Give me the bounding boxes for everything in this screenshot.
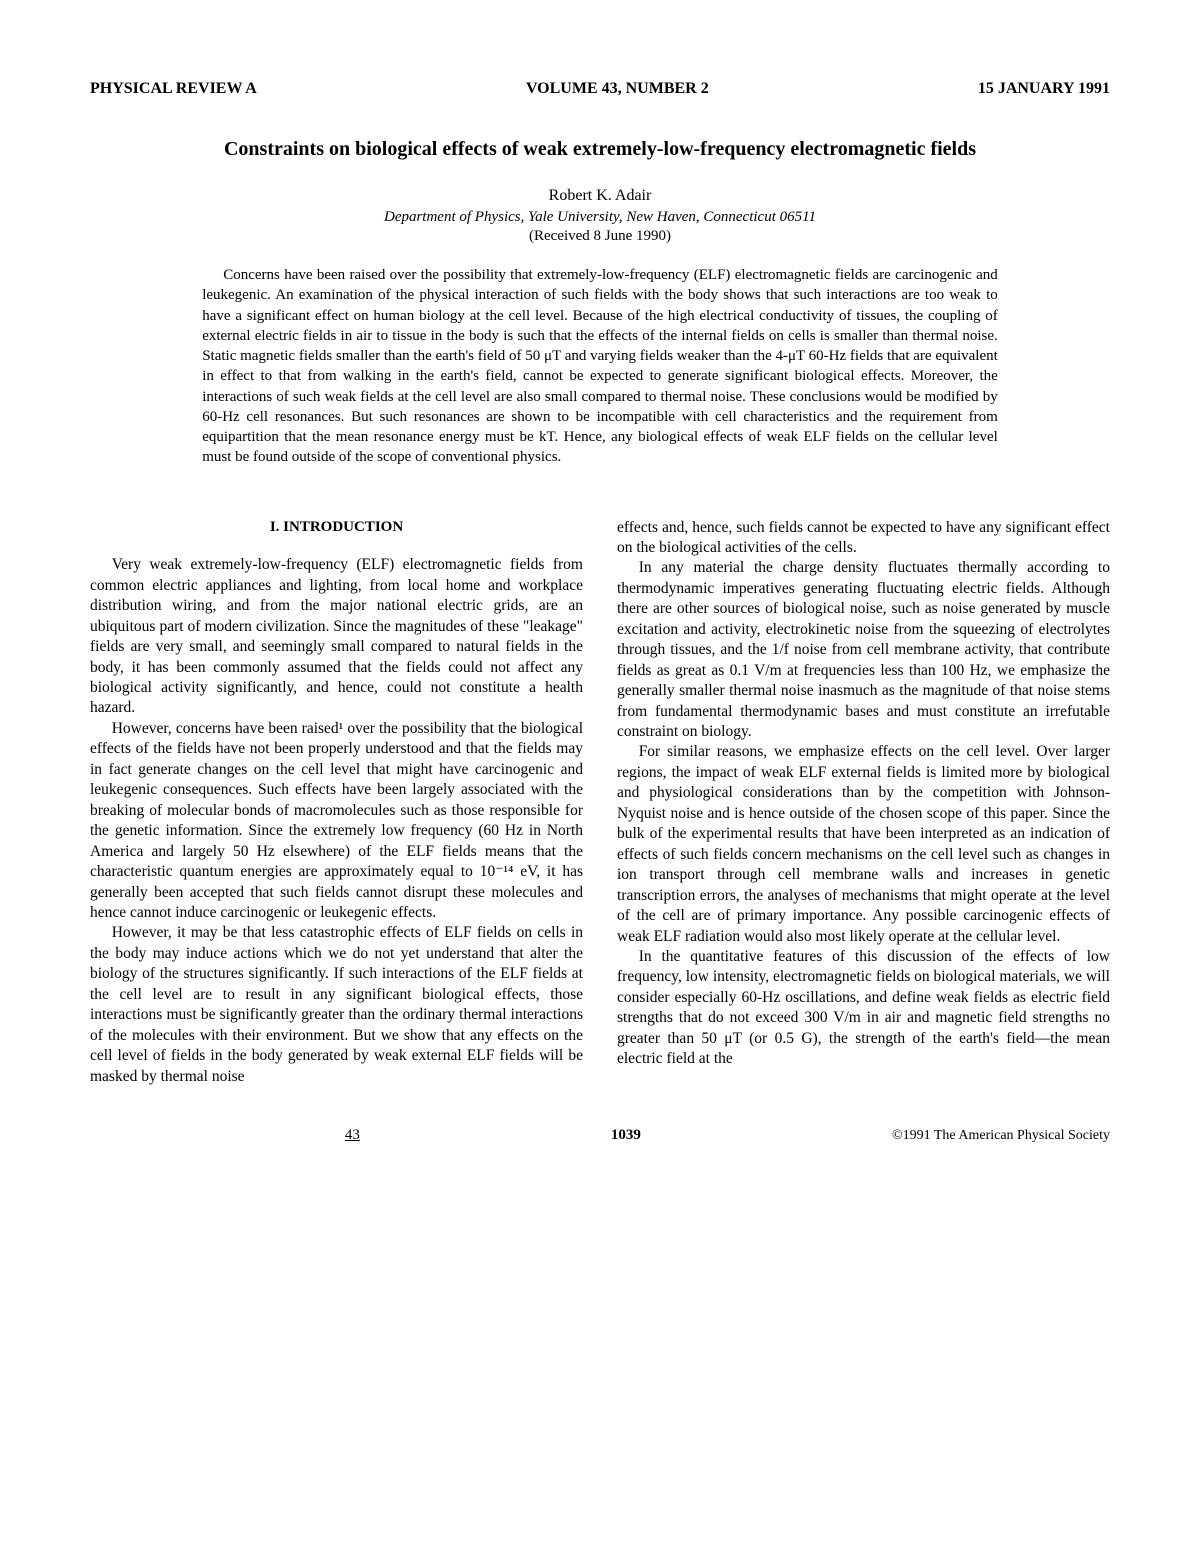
received-date: (Received 8 June 1990)	[90, 228, 1110, 245]
paragraph: effects and, hence, such fields cannot b…	[617, 518, 1110, 559]
page: PHYSICAL REVIEW A VOLUME 43, NUMBER 2 15…	[0, 0, 1200, 1204]
footer-volume	[90, 1127, 94, 1144]
right-column: effects and, hence, such fields cannot b…	[617, 518, 1110, 1088]
left-column: I. INTRODUCTION Very weak extremely-low-…	[90, 518, 583, 1088]
section-heading: I. INTRODUCTION	[90, 518, 583, 538]
footer-page: 1039	[611, 1127, 641, 1144]
footer-page-number: 43	[345, 1127, 360, 1144]
paragraph: In any material the charge density fluct…	[617, 558, 1110, 742]
paragraph: However, concerns have been raised¹ over…	[90, 719, 583, 924]
journal-name: PHYSICAL REVIEW A	[90, 80, 257, 98]
author-name: Robert K. Adair	[90, 187, 1110, 205]
paragraph: However, it may be that less catastrophi…	[90, 923, 583, 1087]
paragraph: For similar reasons, we emphasize effect…	[617, 742, 1110, 947]
author-affiliation: Department of Physics, Yale University, …	[90, 209, 1110, 226]
body-columns: I. INTRODUCTION Very weak extremely-low-…	[90, 518, 1110, 1088]
running-header: PHYSICAL REVIEW A VOLUME 43, NUMBER 2 15…	[90, 80, 1110, 98]
abstract: Concerns have been raised over the possi…	[202, 265, 998, 468]
article-title: Constraints on biological effects of wea…	[90, 138, 1110, 161]
footer-copyright: ©1991 The American Physical Society	[892, 1128, 1110, 1144]
paragraph: Very weak extremely-low-frequency (ELF) …	[90, 555, 583, 719]
paragraph: In the quantitative features of this dis…	[617, 947, 1110, 1070]
volume-number: VOLUME 43, NUMBER 2	[526, 80, 709, 98]
page-footer: 43 1039 ©1991 The American Physical Soci…	[90, 1127, 1110, 1144]
issue-date: 15 JANUARY 1991	[978, 80, 1110, 98]
